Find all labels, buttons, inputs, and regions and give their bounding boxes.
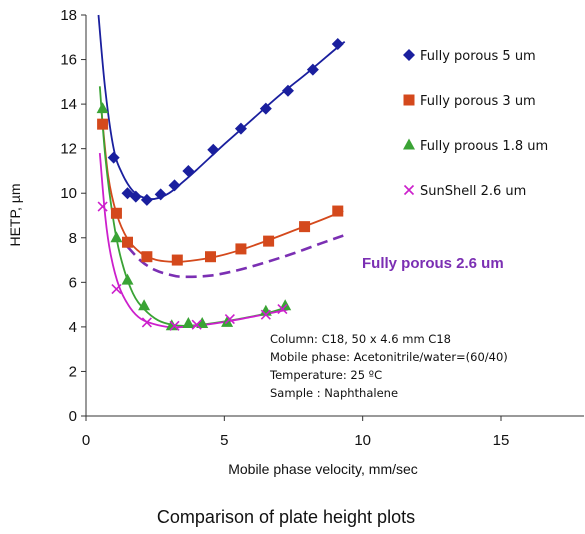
- chart-caption: Comparison of plate height plots: [157, 507, 415, 527]
- data-point-fully-porous-3-um: [332, 205, 344, 217]
- legend: Fully porous 5 um Fully porous 3 um Fully …: [403, 49, 548, 199]
- data-point-sunshell-2-6-um: [97, 201, 108, 212]
- legend-marker-fully-porous-5-um: [403, 49, 415, 61]
- data-point-fully-proous-1-8-um: [96, 102, 109, 114]
- data-point-sunshell-2-6-um: [224, 314, 235, 325]
- data-point-fully-porous-5-um: [140, 193, 153, 206]
- data-point-fully-proous-1-8-um: [165, 319, 178, 331]
- data-point-fully-proous-1-8-um: [259, 304, 272, 316]
- y-axis-title: HETP, µm: [7, 183, 23, 246]
- annotation-temperature: Temperature: 25 ºC: [269, 368, 382, 382]
- legend-label-sunshell-2-6-um: SunShell 2.6 um: [420, 184, 526, 199]
- curve-sunshell-2-6-um: [98, 153, 289, 329]
- curve-fully-porous-3-um: [100, 108, 344, 263]
- data-point-fully-porous-3-um: [141, 251, 153, 263]
- y-tick-label: 10: [60, 185, 77, 202]
- data-point-fully-porous-5-um: [168, 179, 181, 192]
- curve-label-fully-porous-2-6: Fully porous 2.6 um: [362, 255, 504, 272]
- x-axis-title: Mobile phase velocity, mm/sec: [228, 461, 418, 477]
- data-point-sunshell-2-6-um: [260, 309, 271, 320]
- y-tick-label: 14: [60, 96, 77, 113]
- data-point-fully-porous-3-um: [110, 207, 122, 219]
- y-axis-ticks: 0 2 4 6 8 10 12 14 16 18: [60, 7, 86, 425]
- data-markers: [96, 37, 344, 331]
- data-point-fully-proous-1-8-um: [138, 299, 151, 311]
- y-tick-label: 6: [69, 274, 77, 291]
- legend-marker-sunshell-2-6-um: [403, 184, 415, 196]
- x-tick-label: 0: [82, 432, 90, 449]
- y-tick-label: 16: [60, 52, 77, 69]
- data-point-fully-proous-1-8-um: [121, 273, 134, 285]
- fit-curves: [97, 14, 346, 329]
- annotation-mobile-phase: Mobile phase: Acetonitrile/water=(60/40): [270, 350, 508, 364]
- data-point-fully-porous-3-um: [299, 221, 311, 233]
- data-point-fully-porous-3-um: [97, 118, 109, 130]
- data-point-sunshell-2-6-um: [111, 283, 122, 295]
- annotation-sample: Sample : Naphthalene: [270, 386, 398, 400]
- data-point-fully-porous-5-um: [306, 63, 319, 76]
- data-point-fully-porous-5-um: [154, 188, 167, 201]
- data-point-fully-proous-1-8-um: [110, 231, 123, 243]
- x-tick-label: 15: [493, 432, 510, 449]
- data-point-fully-porous-3-um: [122, 236, 133, 248]
- data-point-fully-proous-1-8-um: [196, 317, 209, 329]
- data-point-fully-porous-5-um: [107, 151, 120, 164]
- data-point-fully-proous-1-8-um: [182, 317, 195, 329]
- y-tick-label: 8: [69, 230, 77, 247]
- data-point-sunshell-2-6-um: [191, 319, 202, 330]
- y-tick-label: 4: [69, 319, 77, 336]
- legend-marker-fully-proous-1-8-um: [403, 138, 415, 150]
- x-tick-label: 5: [220, 432, 228, 449]
- y-tick-label: 2: [69, 363, 77, 380]
- data-point-fully-porous-5-um: [207, 143, 220, 156]
- data-point-fully-porous-5-um: [331, 37, 344, 50]
- data-point-sunshell-2-6-um: [277, 304, 288, 315]
- legend-marker-fully-porous-3-um: [403, 94, 415, 106]
- data-point-fully-porous-5-um: [259, 102, 272, 115]
- curve-fully-proous-1-8-um: [98, 86, 289, 327]
- data-point-fully-porous-3-um: [205, 251, 216, 263]
- x-axis-ticks: 0 5 10 15: [82, 416, 510, 449]
- data-point-fully-porous-5-um: [129, 190, 142, 203]
- y-tick-label: 12: [60, 141, 77, 158]
- data-point-fully-proous-1-8-um: [279, 299, 292, 311]
- data-point-fully-porous-3-um: [263, 235, 275, 247]
- curve-fully-porous-2-6-um: [126, 234, 344, 279]
- curve-fully-porous-5-um: [97, 14, 346, 201]
- legend-label-fully-porous-5-um: Fully porous 5 um: [420, 49, 536, 64]
- x-tick-label: 10: [354, 432, 371, 449]
- data-point-fully-porous-5-um: [182, 164, 195, 177]
- data-point-fully-porous-3-um: [235, 243, 247, 255]
- annotation-column: Column: C18, 50 x 4.6 mm C18: [270, 332, 451, 346]
- legend-label-fully-proous-1-8-um: Fully proous 1.8 um: [420, 139, 548, 154]
- data-point-fully-porous-5-um: [281, 84, 294, 97]
- y-tick-label: 18: [60, 7, 77, 24]
- legend-label-fully-porous-3-um: Fully porous 3 um: [420, 94, 536, 109]
- data-point-sunshell-2-6-um: [141, 317, 152, 328]
- data-point-fully-porous-5-um: [234, 122, 247, 135]
- y-tick-label: 0: [69, 408, 77, 425]
- conditions-annotation: Column: C18, 50 x 4.6 mm C18 Mobile phas…: [269, 332, 508, 400]
- data-point-sunshell-2-6-um: [169, 320, 180, 331]
- data-point-fully-porous-3-um: [171, 254, 183, 266]
